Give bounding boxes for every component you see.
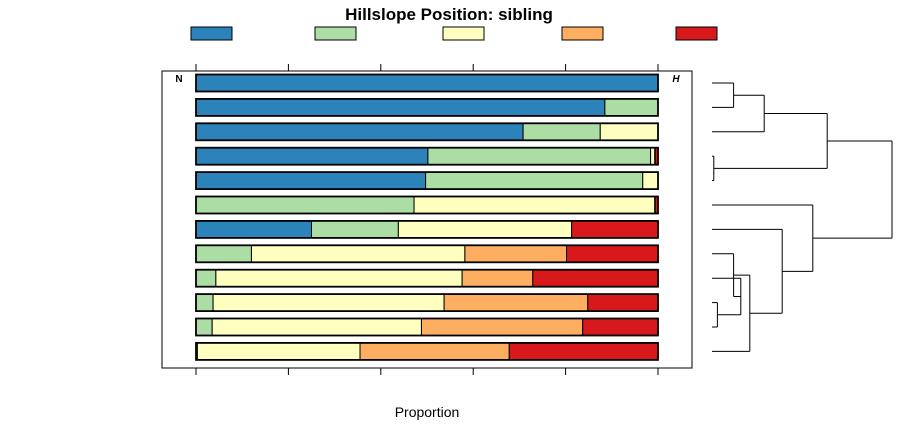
bars-layer	[195, 73, 659, 361]
bar-row	[195, 219, 659, 239]
legend-swatch	[314, 26, 357, 41]
bar-outline	[195, 219, 659, 239]
bar-segment-shoulder	[359, 342, 510, 361]
bar-segment-shoulder	[464, 244, 568, 263]
plot-panel	[161, 70, 693, 369]
bar-row	[195, 244, 659, 264]
x-axis-label: Proportion	[395, 404, 460, 420]
n-header: N	[175, 74, 182, 85]
legend	[190, 26, 718, 41]
legend-item-shoulder	[561, 26, 604, 41]
bar-outline	[195, 73, 659, 93]
bar-segment-toeslope	[195, 74, 659, 92]
bar-segment-backslope	[413, 196, 656, 214]
legend-item-summit	[675, 26, 718, 41]
bar-segment-summit	[532, 269, 659, 288]
legend-swatch	[190, 26, 233, 41]
legend-item-footslope	[314, 26, 357, 41]
bar-row	[195, 317, 659, 337]
bar-segment-backslope	[599, 122, 659, 141]
bar-segment-backslope	[250, 244, 466, 263]
bar-row	[195, 268, 659, 288]
bar-segment-toeslope	[195, 220, 312, 239]
bar-outline	[195, 146, 659, 166]
bar-outline	[195, 341, 659, 361]
bar-segment-footslope	[195, 293, 214, 312]
bar-segment-summit	[587, 293, 659, 312]
bar-outline	[195, 195, 659, 215]
bar-segment-backslope	[196, 342, 361, 361]
bar-segment-summit	[571, 220, 659, 239]
bar-outline	[195, 293, 659, 313]
bar-segment-footslope	[311, 220, 399, 239]
bar-segment-footslope	[604, 98, 659, 117]
bar-segment-footslope	[427, 147, 652, 166]
bar-outline	[195, 268, 659, 288]
bar-segment-toeslope	[195, 98, 606, 117]
bar-row	[195, 73, 659, 93]
bar-segment-toeslope	[195, 122, 524, 141]
bar-outline	[195, 98, 659, 117]
bar-segment-shoulder	[443, 293, 589, 312]
bar-segment-footslope	[195, 269, 217, 288]
bar-segment-footslope	[425, 171, 644, 190]
bar-segment-footslope	[195, 196, 415, 214]
bar-segment-footslope	[522, 122, 601, 141]
bar-segment-toeslope	[195, 147, 429, 166]
bar-segment-backslope	[211, 318, 422, 336]
legend-swatch	[442, 26, 485, 41]
h-header: H	[672, 74, 680, 85]
bar-segment-shoulder	[420, 318, 584, 336]
bar-segment-backslope	[397, 220, 573, 239]
bar-segment-backslope	[642, 171, 659, 190]
bar-row	[195, 195, 659, 215]
axes-layer	[195, 64, 659, 375]
bar-row	[195, 171, 659, 191]
bar-segment-footslope	[195, 318, 213, 336]
bar-outline	[195, 317, 659, 337]
bar-segment-shoulder	[461, 269, 534, 288]
bar-segment-summit	[508, 342, 659, 361]
bar-row	[195, 341, 659, 361]
bar-outline	[195, 244, 659, 264]
bar-segment-footslope	[195, 244, 252, 263]
bar-segment-backslope	[215, 269, 463, 288]
bar-outline	[195, 122, 659, 142]
bar-segment-toeslope	[195, 171, 427, 190]
legend-item-backslope	[442, 26, 485, 41]
bar-segment-summit	[566, 244, 659, 263]
legend-swatch	[561, 26, 604, 41]
bar-segment-summit	[582, 318, 659, 336]
bar-row	[195, 98, 659, 117]
bar-row	[195, 293, 659, 313]
legend-swatch	[675, 26, 718, 41]
bar-row	[195, 122, 659, 142]
chart-title: Hillslope Position: sibling	[345, 5, 553, 24]
bar-segment-backslope	[650, 147, 656, 166]
legend-item-toeslope	[190, 26, 233, 41]
bar-segment-backslope	[212, 293, 445, 312]
bar-outline	[195, 171, 659, 191]
bar-row	[195, 146, 659, 166]
dendrogram	[712, 82, 893, 352]
